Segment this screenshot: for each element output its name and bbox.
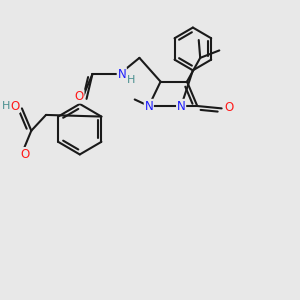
Text: H: H	[2, 101, 10, 111]
Text: H: H	[126, 75, 135, 85]
Text: N: N	[144, 100, 153, 112]
Text: O: O	[10, 100, 19, 112]
Text: O: O	[75, 90, 84, 103]
Text: O: O	[224, 101, 234, 114]
Text: N: N	[177, 100, 185, 112]
Text: O: O	[20, 148, 29, 161]
Text: N: N	[117, 68, 126, 81]
